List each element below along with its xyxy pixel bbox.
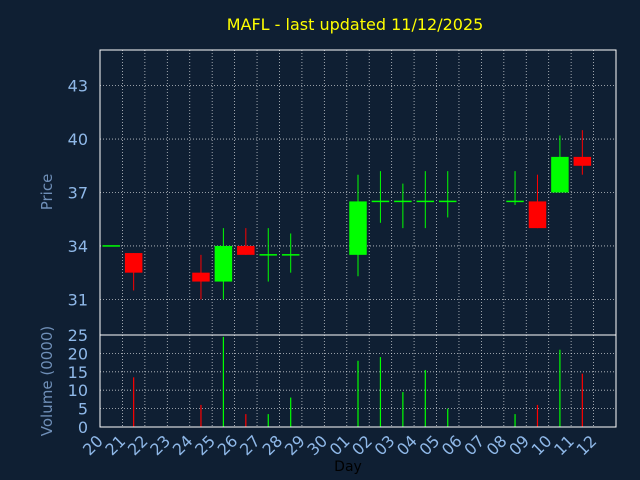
candle [371,171,390,223]
candle-body [573,156,592,166]
candle-body [371,200,390,203]
volume-panel-frame [99,334,617,428]
price-ticks: 31 34 37 40 43 [68,77,88,310]
candle-body [102,245,120,247]
volume-bars [133,336,583,427]
candle-body [438,200,457,203]
candle [281,233,300,273]
volume-tick-label: 25 [68,326,88,345]
candle [394,183,412,229]
candle-body [506,200,524,203]
day-ticks: 2021222324252627282930010203040506070809… [79,431,600,459]
day-axis-label: Day [334,459,362,475]
candle-body [394,200,412,203]
volume-tick-label: 10 [68,381,88,400]
candle [102,245,120,247]
candle-body [349,201,367,255]
candle-body [528,201,547,229]
candle-body [416,200,435,203]
candle [214,228,233,300]
candle-body [237,245,255,255]
price-tick-label: 43 [68,77,88,96]
candle-body [551,156,569,193]
candle [349,174,367,277]
candle-body [281,254,300,256]
price-axis-label: Price [38,174,56,211]
candle [438,171,457,218]
candle [192,254,210,300]
candle [573,130,592,175]
price-tick-label: 40 [68,130,88,149]
day-tick-label: 12 [573,431,601,459]
candle-body [124,253,143,273]
chart-title: MAFL - last updated 11/12/2025 [227,15,484,34]
candle [416,171,435,229]
candles [102,130,592,300]
price-tick-label: 37 [68,184,88,203]
candle-body [192,272,210,282]
volume-axis-label: Volume (0000) [38,326,56,436]
candle [124,253,143,291]
volume-tick-label: 5 [78,400,88,419]
price-tick-label: 31 [68,290,88,309]
candle [237,228,255,255]
candle-body [214,245,233,282]
candle [551,135,569,193]
volume-tick-label: 20 [68,344,88,363]
price-tick-label: 34 [68,237,88,256]
candle [528,174,547,229]
volume-tick-label: 0 [78,418,88,437]
candle [506,171,524,205]
candle-body [259,254,278,256]
volume-tick-label: 15 [68,363,88,382]
candle [259,228,278,282]
